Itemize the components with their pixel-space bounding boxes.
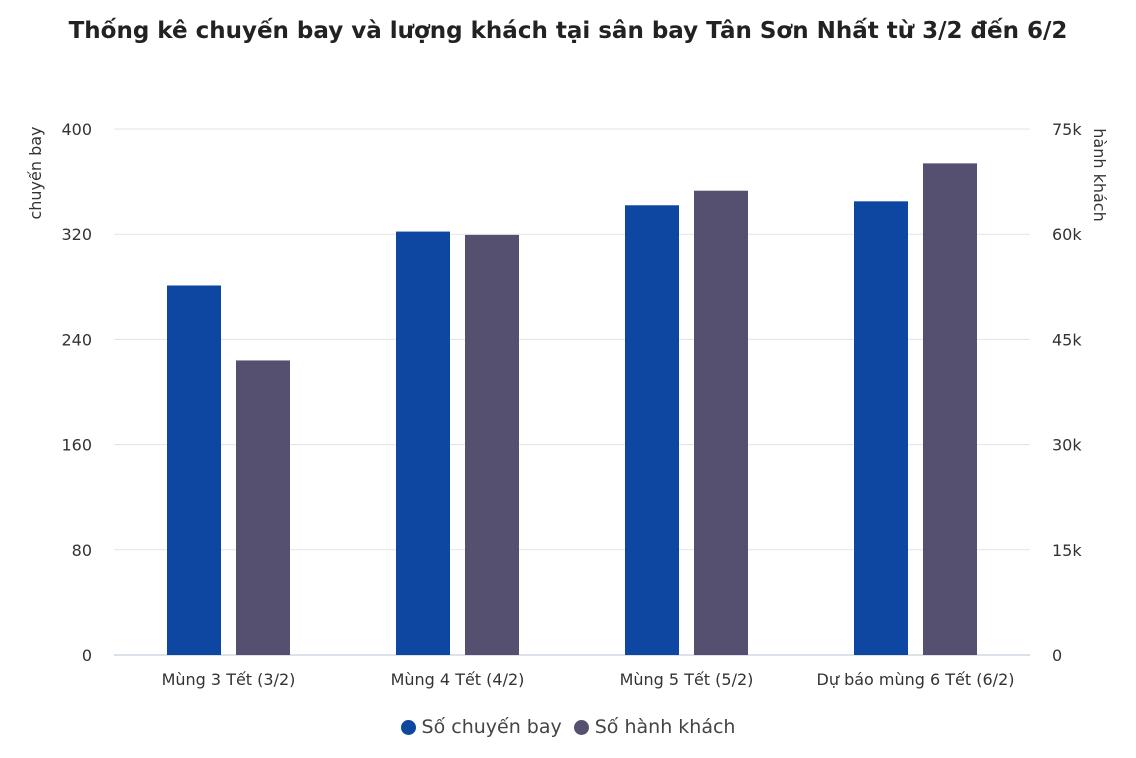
left-axis-title: chuyến bay [26, 126, 45, 219]
right-axis-title: hành khách [1090, 128, 1109, 221]
right-tick-label: 60k [1052, 225, 1082, 244]
chart-title: Thống kê chuyến bay và lượng khách tại s… [68, 18, 1068, 44]
left-tick-label: 320 [61, 225, 92, 244]
category-label: Mùng 5 Tết (5/2) [620, 670, 754, 689]
bars [167, 163, 977, 655]
left-tick-label: 400 [61, 120, 92, 139]
bar-flights[interactable] [396, 231, 450, 655]
right-tick-label: 45k [1052, 330, 1082, 349]
bar-passengers[interactable] [236, 360, 290, 655]
legend-label: Số hành khách [594, 716, 736, 738]
legend-label: Số chuyến bay [421, 716, 562, 738]
bar-chart: 0 80 160 240 320 400 0 15k 30k 45k 60k 75k Mùng 3 … [26, 120, 1109, 689]
legend: Số chuyến bay Số hành khách [0, 716, 1136, 738]
bar-passengers[interactable] [465, 234, 519, 655]
right-tick-label: 30k [1052, 436, 1082, 455]
category-label: Dự báo mùng 6 Tết (6/2) [817, 670, 1015, 689]
bar-flights[interactable] [625, 205, 679, 655]
left-tick-label: 0 [82, 646, 92, 665]
bar-flights[interactable] [854, 201, 908, 655]
bar-passengers[interactable] [694, 190, 748, 655]
left-tick-label: 240 [61, 330, 92, 349]
right-axis-ticks: 0 15k 30k 45k 60k 75k [1052, 120, 1082, 665]
right-tick-label: 0 [1052, 646, 1062, 665]
right-tick-label: 75k [1052, 120, 1082, 139]
legend-item-flights[interactable]: Số chuyến bay [400, 716, 562, 738]
legend-item-passengers[interactable]: Số hành khách [573, 716, 736, 738]
bar-passengers[interactable] [923, 163, 977, 655]
right-tick-label: 15k [1052, 541, 1082, 560]
category-label: Mùng 3 Tết (3/2) [162, 670, 296, 689]
legend-dot-icon [400, 719, 416, 735]
category-label: Mùng 4 Tết (4/2) [391, 670, 525, 689]
left-axis-ticks: 0 80 160 240 320 400 [61, 120, 92, 665]
left-tick-label: 160 [61, 436, 92, 455]
category-labels: Mùng 3 Tết (3/2) Mùng 4 Tết (4/2) Mùng 5 T… [162, 670, 1015, 689]
legend-dot-icon [573, 719, 589, 735]
bar-flights[interactable] [167, 285, 221, 655]
left-tick-label: 80 [72, 541, 92, 560]
